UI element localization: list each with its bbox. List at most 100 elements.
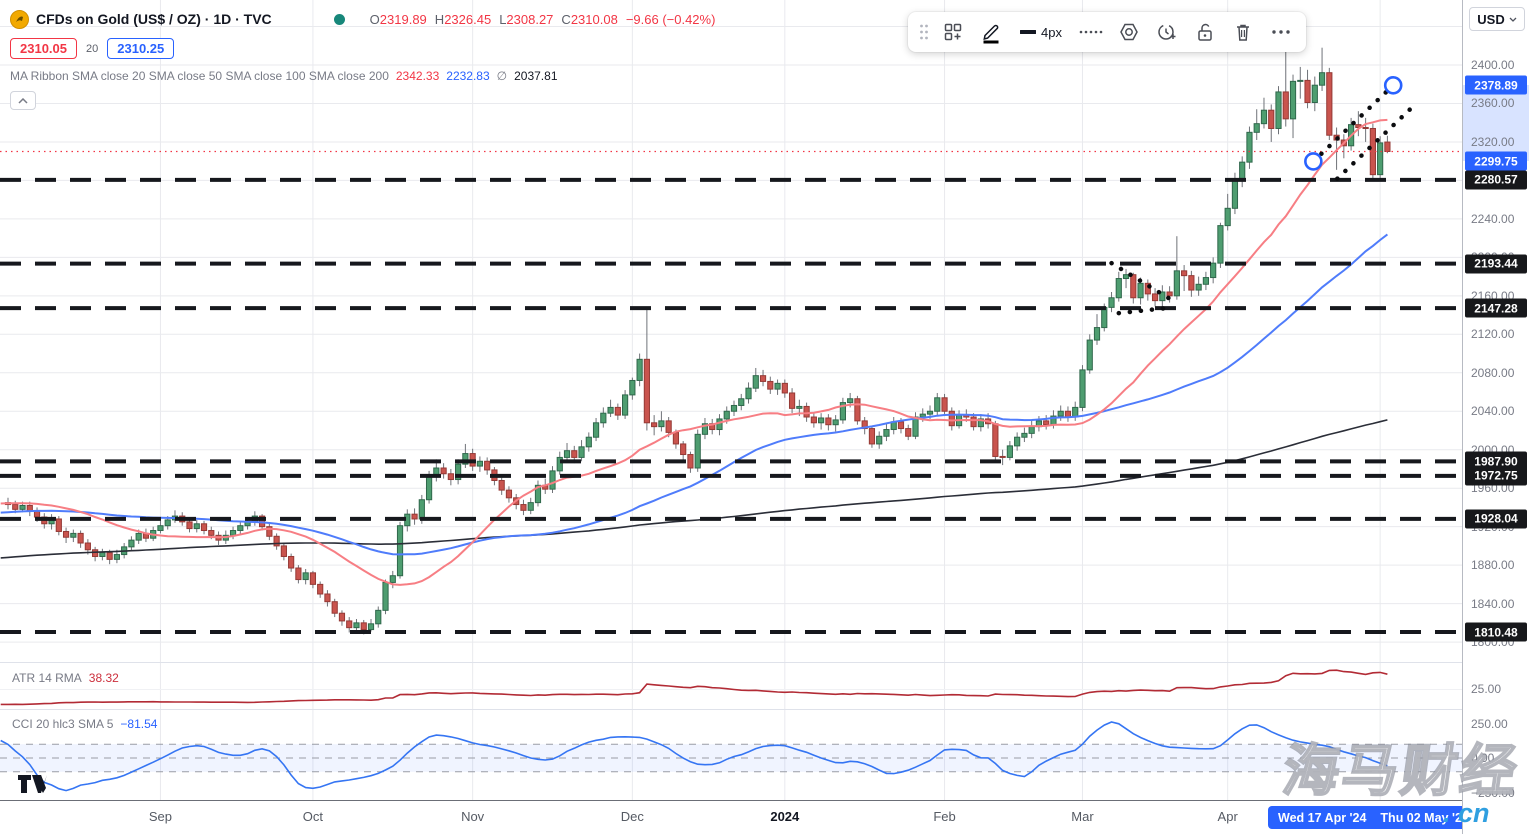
level-price-badge: 2280.57 (1465, 170, 1527, 190)
pennant-line[interactable] (1109, 260, 1172, 301)
high-value: 2326.45 (444, 11, 492, 27)
chart-legend: CFDs on Gold (US$ / OZ) · 1D · TVC O2319… (10, 8, 715, 110)
more-dots-icon (1272, 30, 1290, 34)
chevron-down-icon (1509, 17, 1517, 22)
ma-ribbon-row[interactable]: MA Ribbon SMA close 20 SMA close 50 SMA … (10, 69, 715, 83)
atr-label: ATR 14 RMA (12, 671, 82, 685)
time-axis[interactable]: Wed 17 Apr '24 Thu 02 May '24 Sep Oct Nov D… (0, 800, 1529, 834)
level-price-badge: 1810.48 (1465, 622, 1527, 642)
cci-label: CCI 20 hlc3 SMA 5 (12, 717, 114, 731)
add-alert-button[interactable] (1150, 16, 1184, 48)
price-tick: −250.00 (1471, 785, 1515, 800)
time-axis-label: Sep (148, 809, 173, 824)
price-tick: 2320.00 (1471, 134, 1515, 149)
range-start-label: Wed 17 Apr '24 (1278, 810, 1367, 825)
drag-dots-icon (920, 24, 928, 40)
collapse-legend-button[interactable] (10, 91, 36, 110)
ma-ribbon-label: MA Ribbon SMA close 20 SMA close 50 SMA … (10, 69, 389, 83)
settings-button[interactable] (1112, 16, 1146, 48)
average-symbol: ∅ (496, 69, 508, 83)
gold-symbol-icon (10, 9, 29, 29)
dotted-line-icon (1079, 30, 1103, 34)
time-axis-label: Apr (1217, 809, 1238, 824)
level-price-badge: 2193.44 (1465, 254, 1527, 274)
line-thickness-button[interactable]: 4px (1012, 16, 1070, 48)
sma-50-line (0, 233, 1389, 556)
selection-high-badge: 2378.89 (1465, 75, 1527, 95)
spread-value: 20 (86, 42, 99, 55)
range-end-label: Thu 02 May '24 (1380, 810, 1469, 825)
cci-line (0, 721, 1388, 792)
time-axis-label: Oct (302, 809, 324, 824)
pencil-icon (983, 24, 999, 44)
price-tick: 2360.00 (1471, 96, 1515, 111)
main-chart[interactable] (0, 0, 1462, 800)
toolbar-drag-handle[interactable] (916, 16, 932, 48)
channel-parallel-line[interactable] (1335, 100, 1420, 181)
symbol-title[interactable]: CFDs on Gold (US$ / OZ) · 1D · TVC (36, 11, 272, 27)
price-tick: 2080.00 (1471, 365, 1515, 380)
channel-main-line[interactable] (1311, 83, 1396, 164)
candles (4, 35, 1391, 635)
selection-price-band (1463, 85, 1529, 162)
drawing-handle[interactable] (1383, 76, 1403, 95)
unlock-icon (1198, 23, 1212, 41)
price-tick: 2040.00 (1471, 404, 1515, 419)
drawing-toolbar: 4px (908, 12, 1306, 52)
bid-button[interactable]: 2310.05 (10, 38, 77, 59)
atr-line (0, 669, 1388, 706)
color-pencil-button[interactable] (974, 16, 1008, 48)
close-value: 2310.08 (570, 11, 618, 27)
time-axis-label: Mar (1071, 809, 1094, 824)
price-tick: 2120.00 (1471, 327, 1515, 342)
layout-add-icon (944, 23, 962, 41)
time-axis-label: Dec (620, 809, 644, 824)
line-style-button[interactable] (1074, 16, 1108, 48)
add-to-layout-button[interactable] (936, 16, 970, 48)
ask-button[interactable]: 2310.25 (107, 38, 175, 59)
quote-row: 2310.05 20 2310.25 (10, 37, 715, 60)
settings-hexagon-icon (1120, 23, 1138, 41)
price-tick: 2240.00 (1471, 211, 1515, 226)
lock-button[interactable] (1188, 16, 1222, 48)
price-tick: 1880.00 (1471, 558, 1515, 573)
price-tick: 0.00 (1471, 751, 1495, 765)
alert-clock-icon (1158, 24, 1176, 40)
sma50-value: 2232.83 (446, 69, 490, 83)
time-axis-label: 2024 (770, 809, 800, 824)
sma200-value: 2037.81 (514, 69, 558, 83)
change-value: −9.66 (−0.42%) (625, 11, 716, 27)
tradingview-logo[interactable] (18, 774, 47, 793)
level-price-badge: 1987.90 (1465, 451, 1527, 471)
currency-label: USD (1477, 11, 1505, 27)
drawing-handle[interactable] (1304, 152, 1323, 171)
price-tick: 25.00 (1471, 682, 1502, 697)
pennant-line[interactable] (1116, 305, 1176, 316)
time-axis-label: Nov (461, 809, 485, 824)
sma20-value: 2342.33 (395, 69, 440, 83)
price-tick: 1840.00 (1471, 596, 1515, 611)
time-axis-label: Feb (933, 809, 956, 824)
trash-icon (1237, 24, 1249, 41)
low-value: 2308.27 (506, 11, 554, 27)
level-price-badge: 1928.04 (1465, 509, 1527, 529)
level-price-badge: 1972.75 (1465, 466, 1527, 486)
price-tick: 250.00 (1471, 716, 1508, 731)
sma-20-line (0, 118, 1388, 586)
price-axis[interactable]: USD 1800.001840.001880.001920.001960.002… (1462, 0, 1529, 834)
thick-line-icon (1020, 30, 1037, 34)
price-tick: 2400.00 (1471, 58, 1515, 72)
more-options-button[interactable] (1264, 16, 1298, 48)
symbol-row: CFDs on Gold (US$ / OZ) · 1D · TVC O2319… (10, 8, 715, 30)
selected-range-badge: Wed 17 Apr '24 Thu 02 May '24 (1268, 806, 1479, 829)
level-price-badge: 2147.28 (1465, 298, 1527, 318)
open-value: 2319.89 (379, 11, 427, 27)
market-status-dot[interactable] (333, 13, 345, 25)
ohlc-values: O2319.89 H2326.45 L2308.27 C2310.08 −9.6… (369, 11, 716, 27)
cci-value: −81.54 (120, 717, 158, 731)
chevron-up-icon (18, 97, 28, 104)
currency-selector[interactable]: USD (1469, 7, 1525, 31)
delete-button[interactable] (1226, 16, 1260, 48)
atr-value: 38.32 (88, 671, 119, 685)
